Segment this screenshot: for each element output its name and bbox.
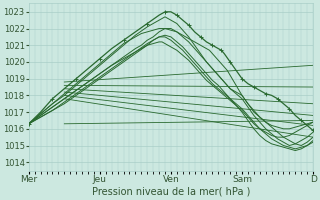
X-axis label: Pression niveau de la mer( hPa ): Pression niveau de la mer( hPa ) [92, 187, 250, 197]
